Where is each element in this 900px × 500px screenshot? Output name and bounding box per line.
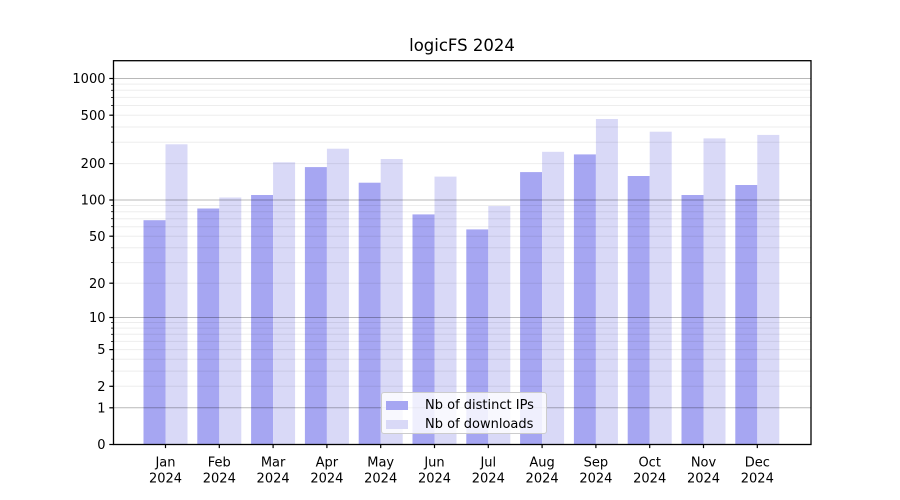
bar-oct-ips xyxy=(627,176,650,445)
bar-jul-ips xyxy=(466,229,489,445)
y-tick-label: 20 xyxy=(89,277,106,292)
y-tick-label: 500 xyxy=(81,109,106,124)
x-tick-label-month: Nov xyxy=(691,456,717,471)
y-tick-label: 0 xyxy=(97,438,105,453)
legend-label-distinct-ips: Nb of distinct IPs xyxy=(425,398,534,413)
bar-mar-downloads xyxy=(273,162,296,445)
x-tick-label-month: Jan xyxy=(154,456,175,471)
y-tick-label: 50 xyxy=(89,230,106,245)
x-tick-label-month: May xyxy=(367,456,394,471)
bar-aug-downloads xyxy=(542,151,565,445)
y-tick-label: 200 xyxy=(81,157,106,172)
x-tick-label-month: Feb xyxy=(208,456,231,471)
bar-jan-downloads xyxy=(165,144,188,445)
y-tick-label: 1000 xyxy=(72,72,105,87)
x-tick-label-month: Jul xyxy=(479,456,496,471)
x-tick-label-month: Oct xyxy=(638,456,660,471)
legend-swatch-distinct-ips xyxy=(386,401,408,410)
x-tick-label-year: 2024 xyxy=(149,472,182,487)
legend-item-downloads: Nb of downloads xyxy=(386,415,546,434)
x-tick-label-year: 2024 xyxy=(472,472,505,487)
x-tick-label-month: Jun xyxy=(423,456,444,471)
legend-item-distinct-ips: Nb of distinct IPs xyxy=(386,396,546,415)
axes-spines xyxy=(112,60,812,446)
x-tick-label-year: 2024 xyxy=(687,472,720,487)
x-tick-label-year: 2024 xyxy=(257,472,290,487)
bar-oct-downloads xyxy=(649,131,672,445)
bar-aug-ips xyxy=(520,172,543,445)
bar-dec-downloads xyxy=(757,134,780,445)
x-tick-label-month: Apr xyxy=(316,456,339,471)
bar-jul-downloads xyxy=(488,206,511,445)
bar-sep-downloads xyxy=(595,119,618,445)
bar-may-downloads xyxy=(380,159,403,445)
y-tick-label: 2 xyxy=(97,380,105,395)
x-tick-label-year: 2024 xyxy=(741,472,774,487)
x-tick-label-year: 2024 xyxy=(633,472,666,487)
y-tick-label: 5 xyxy=(97,343,105,358)
x-tick-label-month: Sep xyxy=(584,456,609,471)
x-tick-label-year: 2024 xyxy=(364,472,397,487)
chart-title: logicFS 2024 xyxy=(409,36,515,55)
bar-apr-downloads xyxy=(326,148,349,445)
legend-swatch-downloads xyxy=(386,420,408,429)
x-tick-label-month: Dec xyxy=(745,456,770,471)
bar-sep-ips xyxy=(573,154,596,445)
bar-jun-ips xyxy=(412,214,435,445)
x-tick-label-month: Aug xyxy=(529,456,554,471)
bar-jun-downloads xyxy=(434,176,457,445)
x-tick-label-year: 2024 xyxy=(310,472,343,487)
x-tick-label-year: 2024 xyxy=(526,472,559,487)
y-tick-label: 1 xyxy=(97,401,105,416)
bar-feb-downloads xyxy=(219,197,242,445)
x-tick-label-month: Mar xyxy=(261,456,286,471)
legend-label-downloads: Nb of downloads xyxy=(425,417,534,432)
bar-nov-downloads xyxy=(703,138,726,445)
x-tick-label-year: 2024 xyxy=(579,472,612,487)
bar-feb-ips xyxy=(197,208,220,445)
bar-nov-ips xyxy=(681,195,704,445)
x-tick-label-year: 2024 xyxy=(203,472,236,487)
bar-jan-ips xyxy=(143,220,166,445)
y-tick-label: 100 xyxy=(81,194,106,209)
bar-may-ips xyxy=(358,182,381,445)
x-tick-label-year: 2024 xyxy=(418,472,451,487)
y-tick-label: 10 xyxy=(89,311,106,326)
bar-dec-ips xyxy=(735,185,758,445)
bar-apr-ips xyxy=(304,167,327,445)
bar-mar-ips xyxy=(251,195,274,445)
legend: Nb of distinct IPs Nb of downloads xyxy=(381,392,547,434)
